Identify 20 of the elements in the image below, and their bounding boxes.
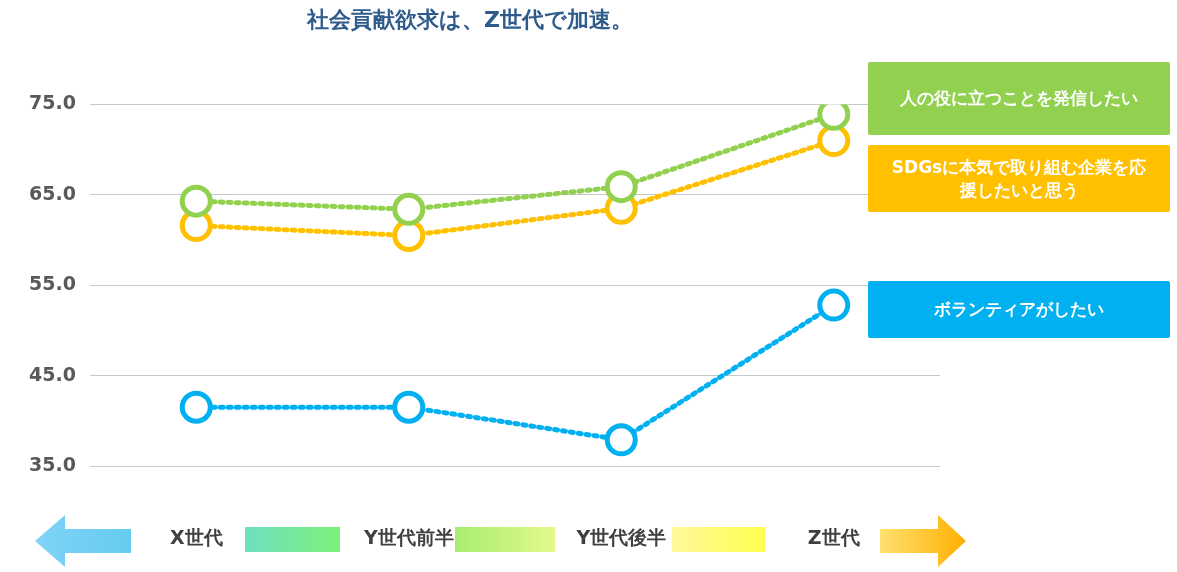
y-tick-label: 35.0 bbox=[29, 452, 76, 475]
x-tick-label: Z世代 bbox=[807, 526, 860, 549]
chart-title: 社会貢献欲求は、Z世代で加速。 bbox=[306, 6, 633, 32]
y-tick-label: 65.0 bbox=[29, 181, 76, 204]
legend-label-box: ボランティアがしたい bbox=[868, 281, 1170, 338]
legend-label-box: 人の役に立つことを発信したい bbox=[868, 62, 1170, 135]
point bbox=[392, 192, 426, 226]
y-tick-label: 75.0 bbox=[29, 91, 76, 114]
y-tick-label: 45.0 bbox=[29, 362, 76, 385]
x-tick-label: X世代 bbox=[169, 526, 223, 549]
point bbox=[604, 423, 638, 457]
point bbox=[179, 184, 213, 218]
point bbox=[392, 390, 426, 424]
x-tick-label: Y世代前半 bbox=[362, 526, 454, 549]
y-tick-label: 55.0 bbox=[29, 272, 76, 295]
x-tick-label: Y世代後半 bbox=[575, 526, 667, 549]
point bbox=[604, 170, 638, 204]
point bbox=[817, 288, 851, 322]
legend-label-box: SDGsに本気で取り組む企業を応援したいと思う bbox=[868, 145, 1170, 212]
point bbox=[179, 390, 213, 424]
